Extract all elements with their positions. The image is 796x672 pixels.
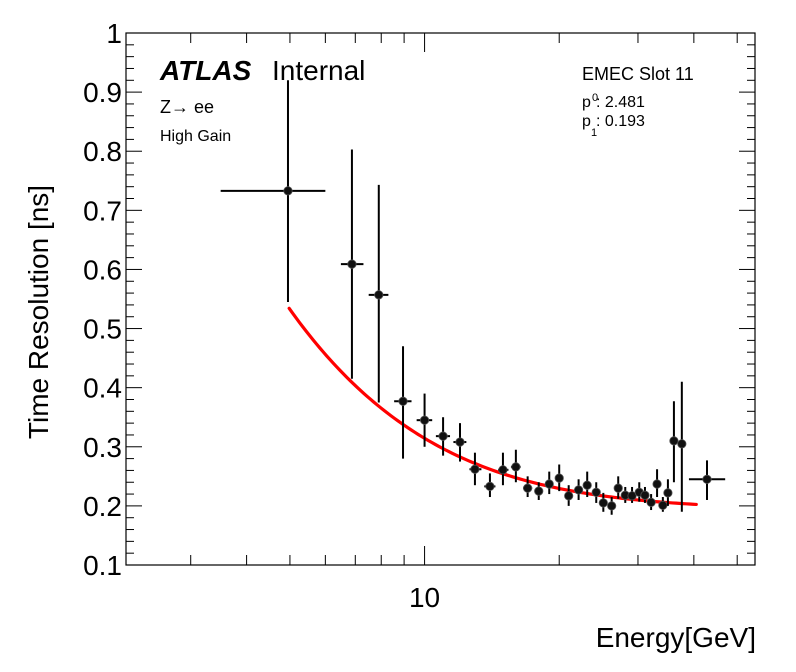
p0-subscript: 0 <box>592 92 598 104</box>
data-point <box>340 149 364 379</box>
data-point <box>564 485 574 506</box>
p1-name: p <box>582 113 591 130</box>
p0-value: : 2.481 <box>596 94 645 111</box>
marker <box>663 488 673 498</box>
slot-label: EMEC Slot 11 <box>582 64 694 84</box>
data-point <box>510 449 521 483</box>
marker <box>438 431 448 441</box>
y-tick-label: 1 <box>106 18 122 49</box>
x-tick-label: 10 <box>409 582 440 613</box>
data-point <box>574 479 584 500</box>
data-point <box>646 494 656 511</box>
internal-label: Internal <box>272 55 365 86</box>
process-label: Z→ ee <box>160 97 214 117</box>
tick-labels: 0.1 0.2 0.3 0.4 0.5 0.6 0.7 0.8 0.9 1 10 <box>83 18 440 613</box>
data-point <box>640 486 650 503</box>
marker <box>652 479 662 489</box>
marker <box>702 474 712 484</box>
atlas-label: ATLAS <box>159 55 252 86</box>
marker <box>582 480 592 490</box>
marker <box>498 465 508 475</box>
data-points-layer <box>220 80 726 515</box>
marker <box>598 498 608 508</box>
data-point <box>669 401 679 483</box>
data-point <box>435 417 451 456</box>
marker <box>554 473 564 483</box>
marker <box>523 483 533 493</box>
y-tick-label: 0.1 <box>83 550 122 581</box>
p1-value: : 0.193 <box>596 113 645 130</box>
marker <box>677 439 687 449</box>
data-point <box>394 346 412 459</box>
data-point <box>523 476 533 498</box>
data-point <box>613 476 623 499</box>
y-tick-label: 0.5 <box>83 314 122 345</box>
data-point <box>591 482 601 503</box>
gain-label: High Gain <box>160 128 231 145</box>
data-point <box>469 452 482 486</box>
plot-frame <box>125 32 756 566</box>
axis-ticks <box>126 32 755 566</box>
marker <box>669 436 679 446</box>
data-point <box>498 452 509 486</box>
marker <box>485 481 495 491</box>
marker <box>591 487 601 497</box>
plot-border <box>125 32 756 566</box>
data-point <box>484 473 496 498</box>
data-point <box>220 80 326 302</box>
data-point <box>453 423 467 462</box>
data-point <box>663 479 673 506</box>
data-point <box>627 486 637 503</box>
marker <box>511 462 521 472</box>
marker <box>574 485 584 495</box>
y-tick-label: 0.6 <box>83 254 122 285</box>
p0-name: p <box>582 94 591 111</box>
data-point <box>658 497 668 512</box>
marker <box>374 290 384 300</box>
marker <box>607 501 617 511</box>
fit-curve-layer <box>287 306 698 507</box>
fit-param-p1: p 1 : 0.193 <box>582 113 645 139</box>
data-point <box>554 464 564 492</box>
y-tick-label: 0.3 <box>83 432 122 463</box>
data-point <box>416 393 433 447</box>
y-axis-title: Time Resolution [ns] <box>23 185 54 439</box>
x-axis-title: Energy[GeV] <box>596 622 756 653</box>
data-point <box>607 497 617 515</box>
marker <box>640 490 650 500</box>
data-point <box>652 469 662 498</box>
marker <box>627 491 637 501</box>
fit-curve <box>287 306 698 507</box>
marker <box>470 464 480 474</box>
marker <box>455 437 465 447</box>
data-point <box>582 471 592 498</box>
fit-param-p0: p 0 : 2.481 <box>582 92 645 111</box>
data-point <box>544 471 554 495</box>
marker <box>564 491 574 501</box>
y-tick-label: 0.8 <box>83 136 122 167</box>
data-point <box>598 492 608 512</box>
y-tick-label: 0.9 <box>83 77 122 108</box>
marker <box>646 497 656 507</box>
marker <box>283 186 293 196</box>
data-point <box>368 184 389 403</box>
y-tick-label: 0.7 <box>83 195 122 226</box>
p1-subscript: 1 <box>591 127 597 139</box>
data-point <box>688 460 726 500</box>
marker <box>419 415 430 425</box>
y-tick-label: 0.4 <box>83 373 122 404</box>
data-point <box>534 482 544 500</box>
data-point <box>677 381 687 512</box>
marker <box>613 483 623 493</box>
marker <box>347 259 357 269</box>
marker <box>658 500 668 510</box>
marker <box>544 479 554 489</box>
marker <box>398 396 408 406</box>
y-tick-label: 0.2 <box>83 491 122 522</box>
marker <box>534 486 544 496</box>
